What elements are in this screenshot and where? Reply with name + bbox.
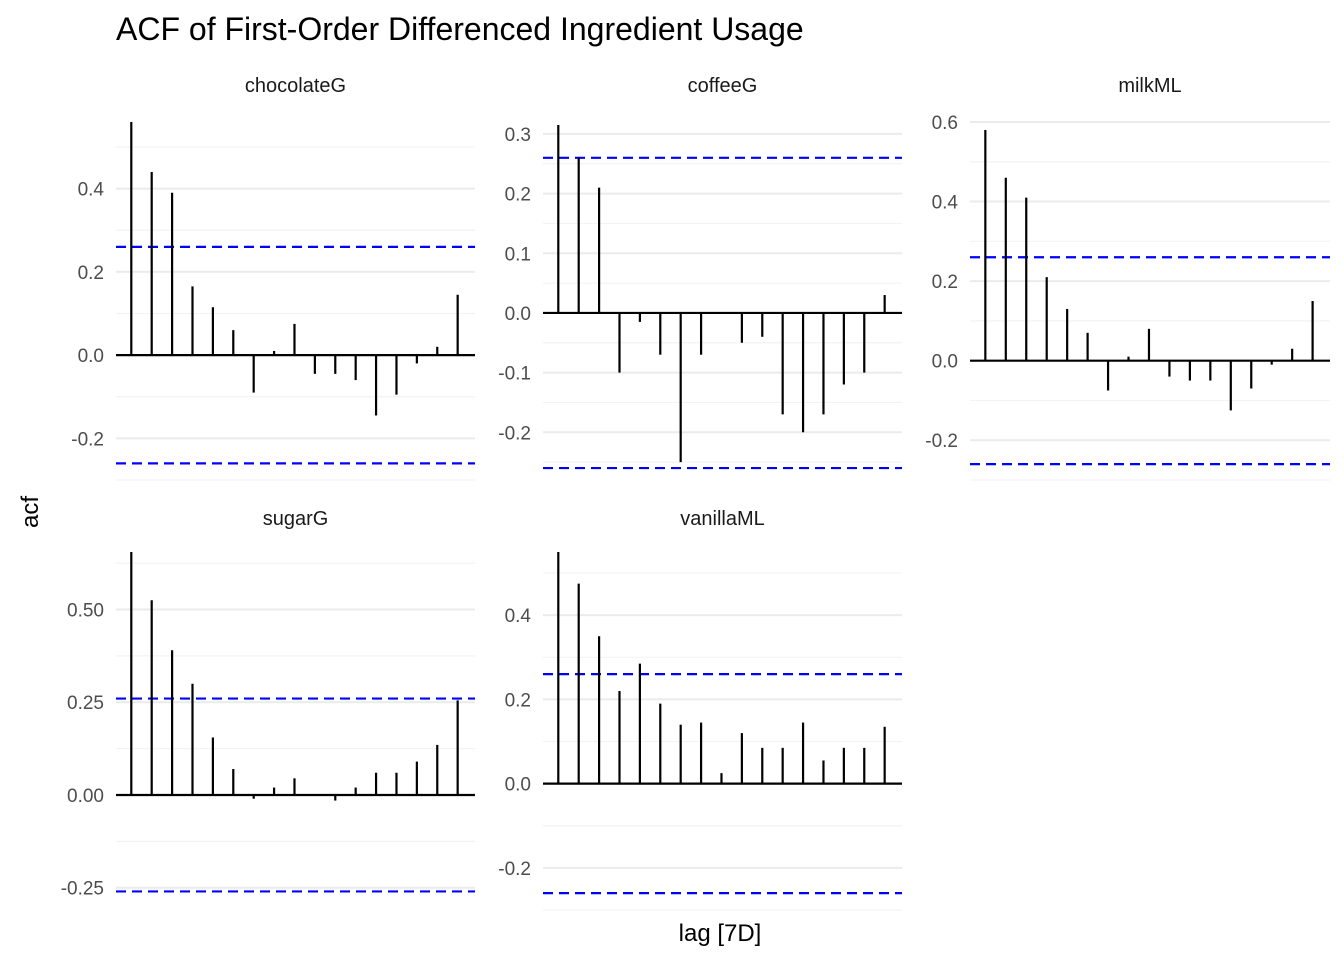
y-tick-label: -0.2 bbox=[498, 859, 531, 880]
y-tick-label: 0.00 bbox=[67, 786, 104, 807]
y-tick-label: -0.2 bbox=[498, 423, 531, 444]
y-tick-label: 0.2 bbox=[505, 690, 531, 711]
y-tick-label: 0.0 bbox=[505, 304, 531, 325]
y-tick-label: 0.1 bbox=[505, 244, 531, 265]
facet-strip-label: milkML bbox=[1118, 75, 1181, 97]
facet-strip-label: coffeeG bbox=[688, 75, 758, 97]
y-tick-label: -0.1 bbox=[498, 364, 531, 385]
facet-strip-label: vanillaML bbox=[680, 508, 764, 530]
y-tick-label: 0.0 bbox=[505, 775, 531, 796]
y-tick-label: -0.25 bbox=[61, 879, 104, 900]
y-tick-label: -0.2 bbox=[925, 431, 958, 452]
facet-strip-label: sugarG bbox=[263, 508, 329, 530]
facet-panel-coffeeG: coffeeG -0.2 -0.1 0.0 0.1 0.2 0.3 bbox=[498, 75, 902, 470]
y-tick-label: 0.2 bbox=[505, 185, 531, 206]
y-tick-label: 0.2 bbox=[78, 263, 104, 284]
facet-panel-sugarG: sugarG -0.25 0.00 0.25 0.50 bbox=[61, 508, 475, 900]
x-axis-title: lag [7D] bbox=[679, 920, 762, 947]
y-tick-label: 0.0 bbox=[78, 346, 104, 367]
y-tick-label: 0.2 bbox=[932, 272, 958, 293]
y-axis-title: acf bbox=[17, 496, 44, 528]
y-tick-label: 0.6 bbox=[932, 113, 958, 134]
y-tick-label: 0.4 bbox=[78, 180, 105, 201]
y-tick-label: 0.50 bbox=[67, 601, 104, 622]
facet-panels: chocolateG -0.2 0.0 0.2 0.4 coffeeG -0.2 -0.1 0.… bbox=[61, 75, 1330, 911]
y-tick-label: 0.4 bbox=[505, 606, 532, 627]
facet-strip-label: chocolateG bbox=[245, 75, 346, 97]
y-tick-label: 0.0 bbox=[932, 352, 958, 373]
facet-panel-vanillaML: vanillaML -0.2 0.0 0.2 0.4 bbox=[498, 508, 902, 911]
y-tick-label: 0.3 bbox=[505, 125, 531, 146]
chart-title: ACF of First-Order Differenced Ingredien… bbox=[116, 11, 804, 47]
y-tick-label: 0.25 bbox=[67, 693, 104, 714]
y-tick-label: 0.4 bbox=[932, 193, 959, 214]
facet-panel-chocolateG: chocolateG -0.2 0.0 0.2 0.4 bbox=[71, 75, 475, 481]
facet-panel-milkML: milkML -0.2 0.0 0.2 0.4 0.6 bbox=[925, 75, 1330, 481]
y-tick-label: -0.2 bbox=[71, 429, 104, 450]
